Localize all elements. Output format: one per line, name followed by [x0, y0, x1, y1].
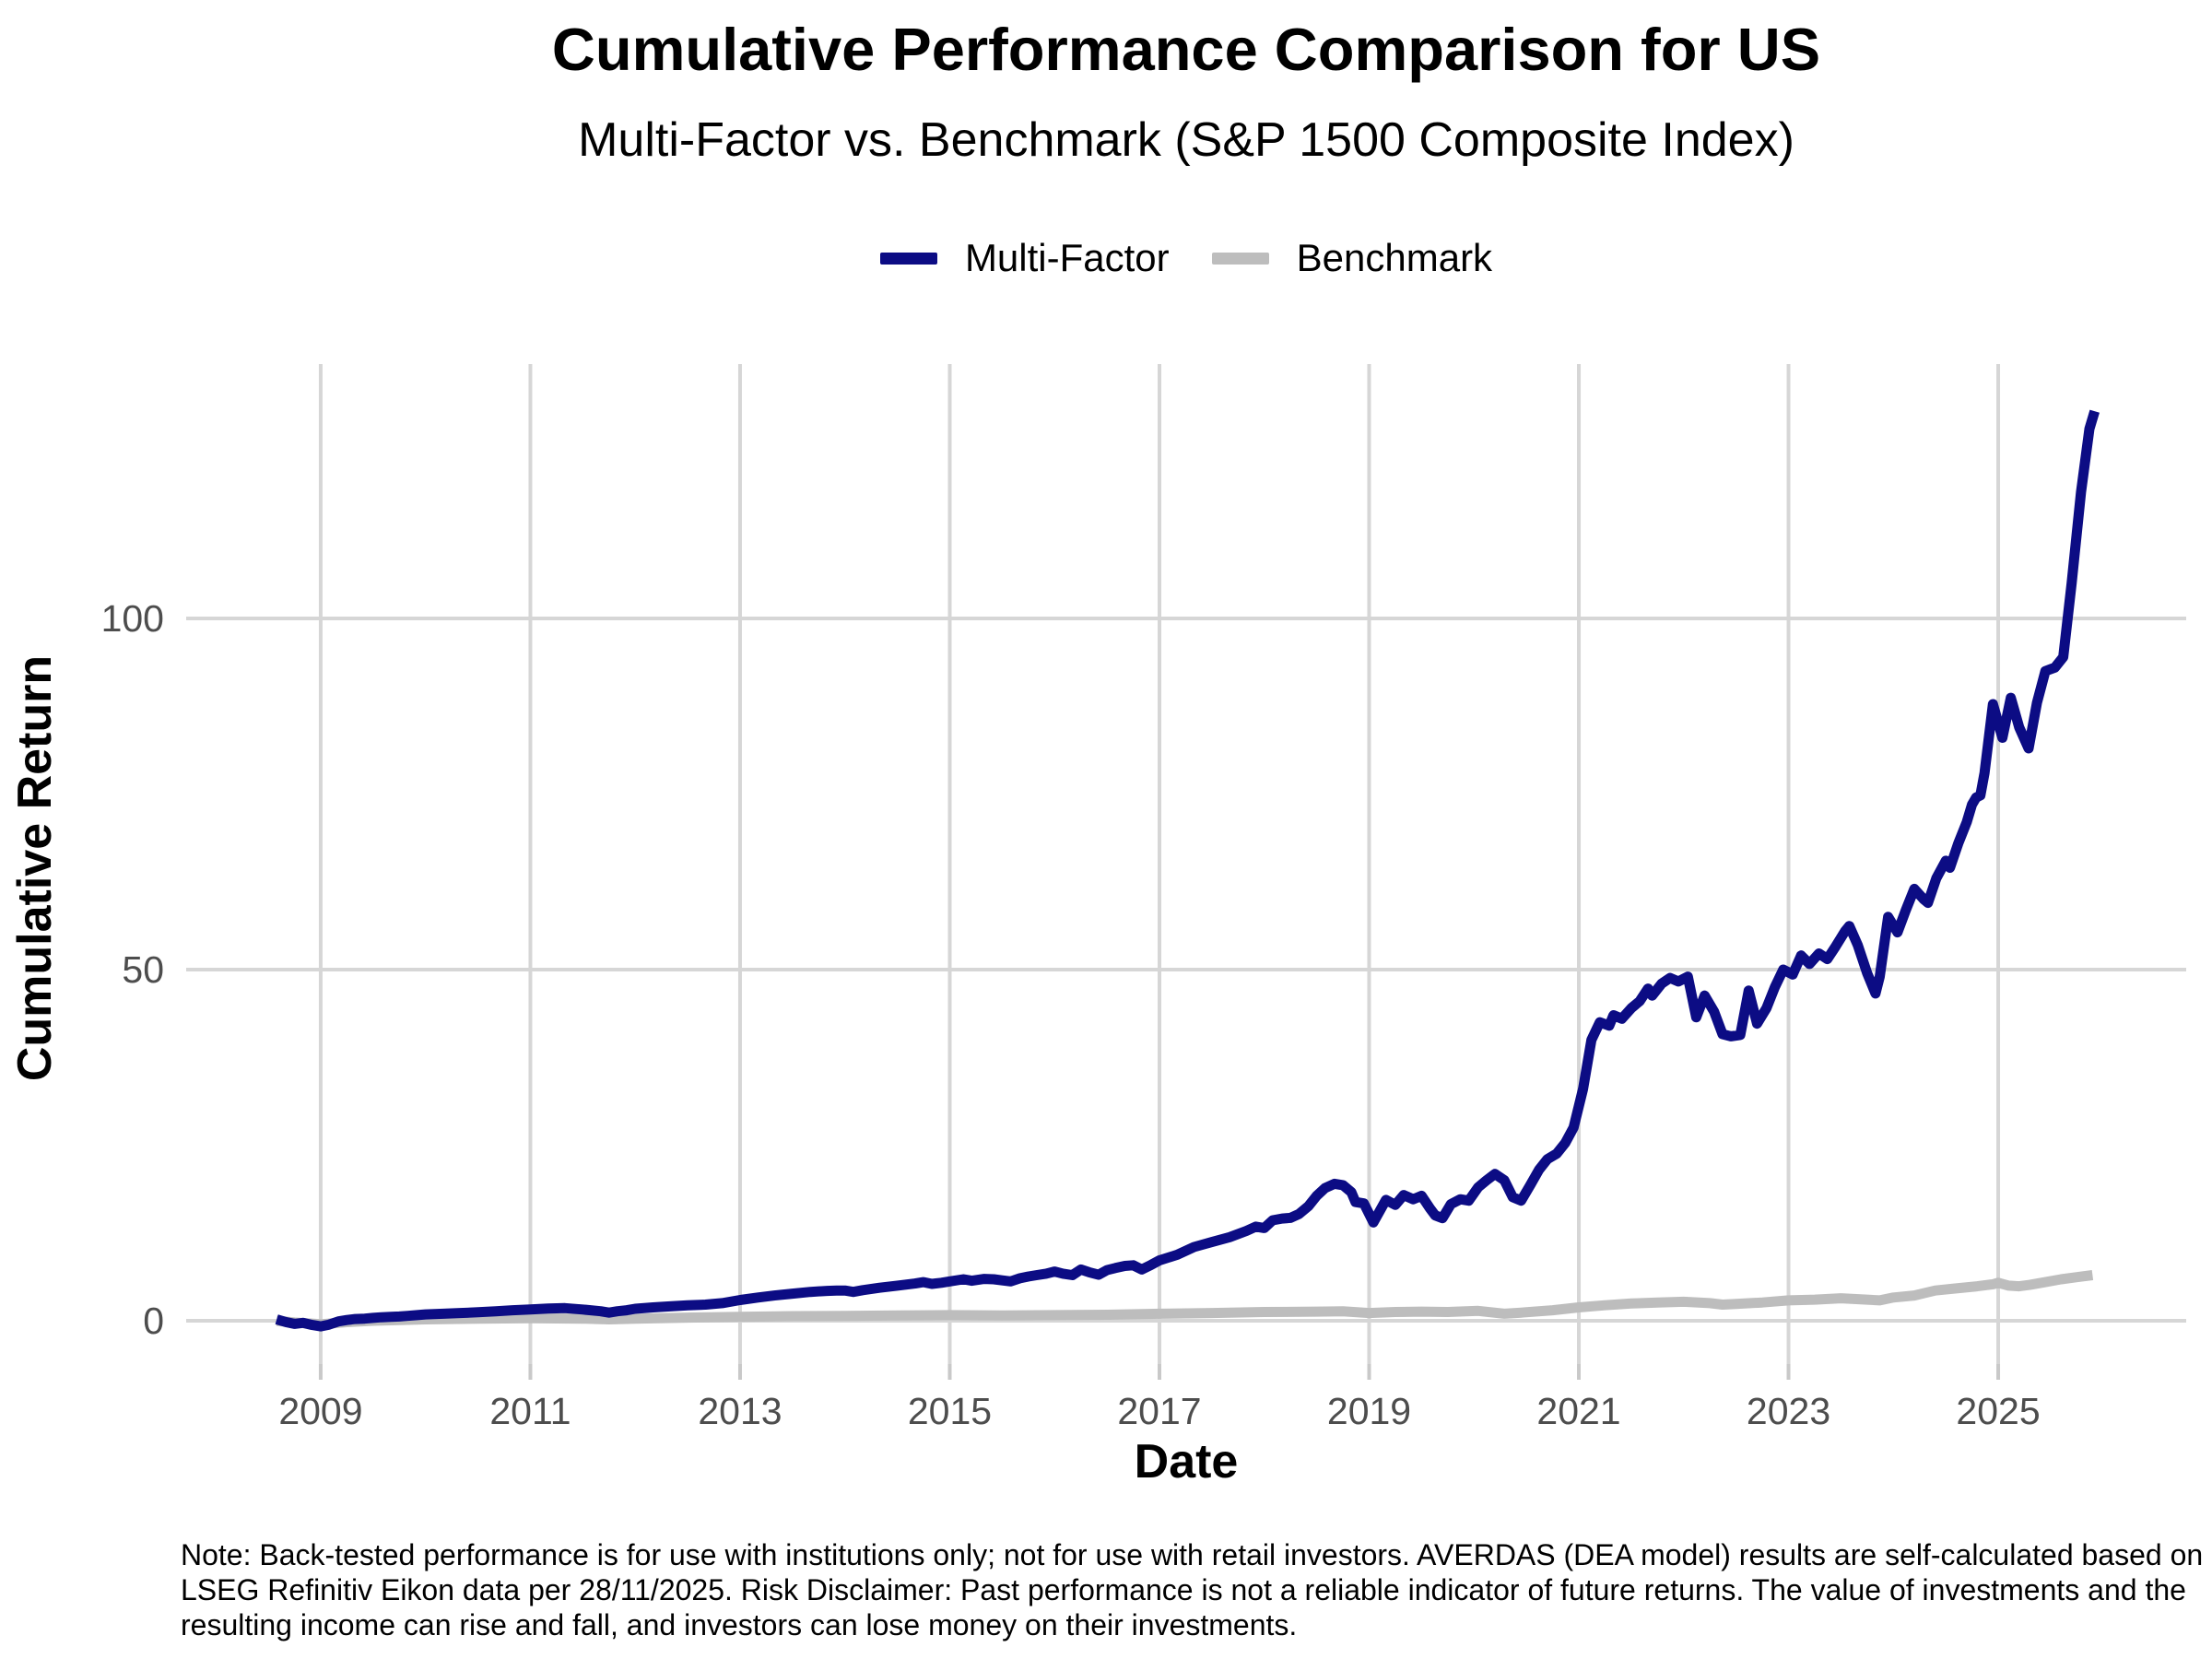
y-axis-title: Cumulative Return: [8, 654, 62, 1082]
chart-legend: Multi-Factor Benchmark: [0, 236, 2212, 280]
multi-factor-line: [275, 409, 2100, 1332]
legend-label-benchmark: Benchmark: [1296, 236, 1493, 279]
disclaimer-note: Note: Back-tested performance is for use…: [181, 1538, 2204, 1641]
x-tick-label: 2011: [489, 1390, 571, 1432]
y-tick-label: 50: [122, 948, 164, 991]
legend-item-multi-factor: Multi-Factor: [879, 236, 1170, 280]
x-tick-label: 2015: [908, 1390, 992, 1432]
x-tick-label: 2019: [1327, 1390, 1411, 1432]
x-tick-label: 2009: [278, 1390, 362, 1432]
x-tick-label: 2013: [698, 1390, 782, 1432]
benchmark-line: [276, 1270, 2094, 1330]
chart-subtitle: Multi-Factor vs. Benchmark (S&P 1500 Com…: [578, 113, 1794, 167]
y-tick-label: 0: [143, 1300, 164, 1342]
x-tick-label: 2023: [1747, 1390, 1830, 1432]
benchmark-line-swatch: [1211, 252, 1269, 265]
y-tick-label: 100: [101, 597, 164, 640]
x-tick-label: 2017: [1117, 1390, 1201, 1432]
multi-factor-line-swatch: [879, 252, 937, 265]
legend-label-multi-factor: Multi-Factor: [964, 236, 1170, 279]
x-tick-label: 2021: [1536, 1390, 1620, 1432]
legend-item-benchmark: Benchmark: [1211, 236, 1493, 280]
chart-title: Cumulative Performance Comparison for US: [551, 16, 1821, 83]
x-tick-label: 2025: [1956, 1390, 2040, 1432]
x-axis-title: Date: [1134, 1435, 1239, 1488]
